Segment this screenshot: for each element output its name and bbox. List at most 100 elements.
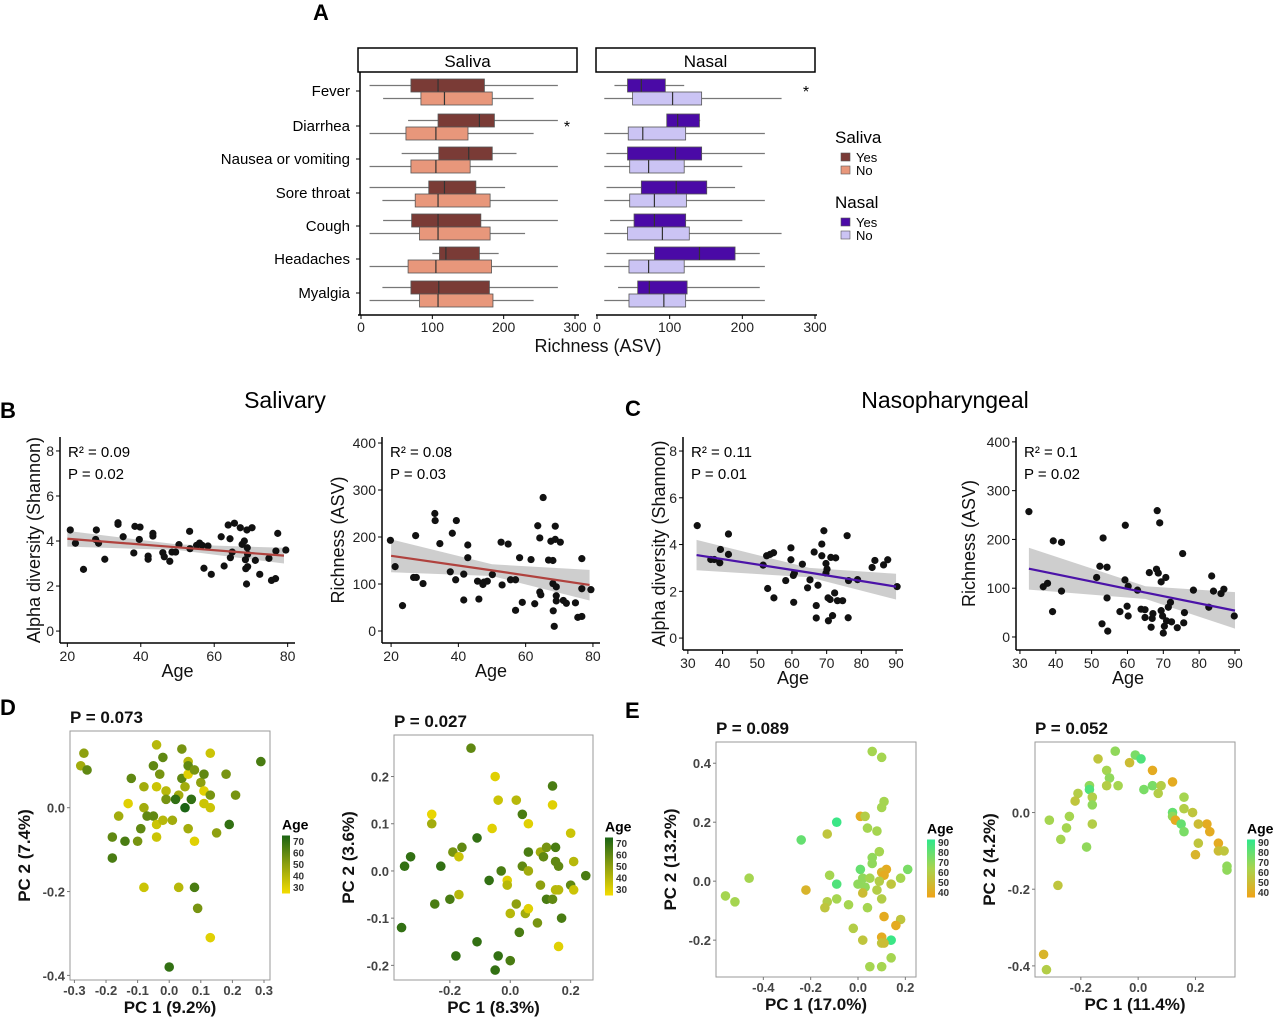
data-point (523, 866, 534, 876)
data-point (454, 889, 464, 900)
data-point (241, 556, 250, 564)
y-tick-label: 8 (669, 443, 677, 459)
data-point (151, 832, 162, 842)
x-tick-label: 60 (1120, 655, 1136, 671)
data-point (796, 835, 807, 845)
data-point (1087, 800, 1098, 810)
data-point (493, 951, 503, 961)
data-point (1053, 880, 1063, 891)
data-point (868, 563, 876, 572)
data-point (113, 811, 124, 821)
x-tick-label: 20 (383, 648, 399, 664)
data-point (79, 565, 88, 573)
data-point (1121, 576, 1129, 584)
data-point (1230, 612, 1238, 620)
x-tick-label: 90 (888, 655, 904, 671)
plot-title: P = 0.073 (70, 708, 143, 727)
plot-frame (69, 730, 271, 981)
y-axis-title: PC 2 (13.2%) (661, 808, 680, 910)
data-point (226, 554, 234, 562)
x-tick-label: 40 (1048, 655, 1064, 671)
data-point (1156, 519, 1164, 527)
significance-star: * (564, 119, 570, 136)
data-point (154, 769, 165, 779)
category-label: Fever (312, 83, 350, 100)
legend-label-yes: Yes (856, 215, 878, 230)
box-nasal-yes (654, 246, 736, 261)
data-point (514, 927, 525, 938)
y-axis-title: Alpha diversity (Shannon) (649, 440, 669, 646)
y-tick-label: 100 (987, 580, 1011, 596)
data-point (243, 544, 251, 552)
data-point (101, 555, 109, 563)
x-tick-label: 80 (1191, 655, 1207, 671)
data-point (448, 529, 456, 537)
data-point (1157, 578, 1165, 586)
data-point (177, 744, 187, 754)
data-point (556, 913, 567, 923)
data-point (693, 522, 701, 530)
box-saliva-yes (410, 280, 490, 295)
colorbar-tick-label: 50 (1258, 878, 1270, 889)
colorbar-tick-label: 60 (938, 868, 950, 879)
data-point (782, 576, 790, 585)
data-point (550, 842, 561, 853)
y-tick-label: 0 (669, 630, 677, 646)
data-point (164, 962, 175, 972)
data-point (550, 622, 558, 630)
confidence-band (1028, 547, 1235, 629)
data-point (200, 564, 208, 572)
data-point (886, 879, 896, 889)
data-point (1064, 811, 1075, 822)
box-nasal-no (628, 259, 685, 274)
y-tick-label: -0.2 (689, 933, 711, 948)
category-label: Cough (306, 218, 350, 235)
data-point (1179, 803, 1189, 814)
y-tick-label: 0.2 (371, 770, 389, 785)
data-point (236, 524, 244, 532)
data-point (839, 597, 847, 605)
data-point (1084, 784, 1095, 795)
colorbar-tick-label: 70 (938, 858, 950, 869)
data-point (553, 885, 564, 895)
data-point (79, 748, 89, 759)
y-axis-title: PC 2 (7.4%) (15, 809, 34, 902)
data-point (578, 555, 586, 563)
data-point (1220, 585, 1228, 593)
pca-plot-2: P = 0.027-0.2 0.0 0.20.20.10.0-0.1-0.2PC 1… (339, 712, 632, 1017)
data-point (207, 570, 215, 578)
data-point (1103, 563, 1111, 571)
legend-swatch-no (840, 165, 851, 175)
box-nasal-no (627, 226, 690, 241)
data-point (1154, 569, 1162, 577)
y-tick-label: 8 (46, 443, 54, 459)
data-point (217, 533, 225, 541)
data-point (161, 786, 171, 796)
data-point (820, 902, 830, 913)
data-point (787, 544, 795, 552)
legend-swatch-yes (840, 217, 851, 227)
data-point (1103, 594, 1111, 602)
data-point (857, 888, 868, 898)
legend-label-no: No (856, 228, 873, 243)
data-point (1179, 549, 1187, 558)
data-point (862, 902, 873, 913)
data-point (1093, 754, 1103, 764)
data-point (136, 523, 144, 531)
facet-strip-saliva (357, 47, 578, 73)
data-point (172, 548, 180, 556)
x-tick-label: 100 (421, 319, 445, 335)
data-point (189, 836, 200, 847)
x-tick-label: 0.0 (160, 983, 178, 998)
data-point (1087, 819, 1098, 829)
data-point (537, 591, 545, 599)
x-tick-label: 0 (593, 319, 601, 335)
x-tick-label: 300 (563, 319, 587, 335)
data-point (1173, 624, 1181, 632)
x-axis-title: Richness (ASV) (534, 336, 661, 356)
data-point (1213, 838, 1224, 849)
y-tick-label: -0.2 (367, 958, 389, 973)
data-point (220, 562, 228, 570)
data-point (460, 596, 468, 604)
y-tick-label: -0.2 (1008, 882, 1030, 897)
